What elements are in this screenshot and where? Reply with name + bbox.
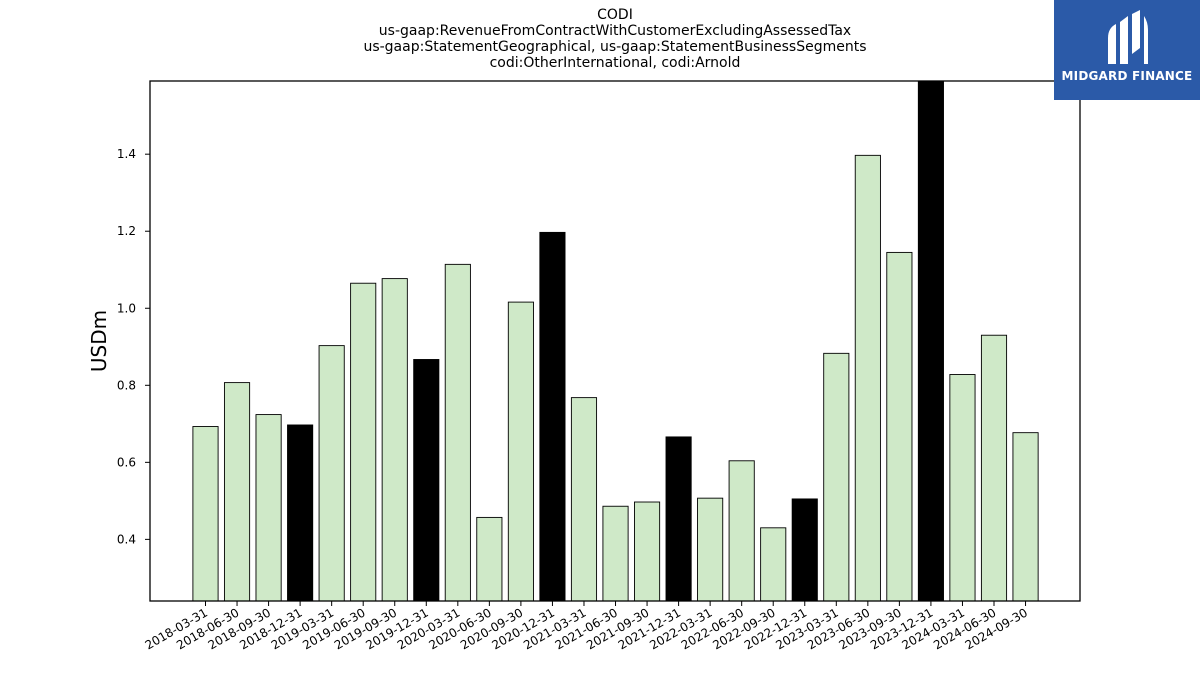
bar-2023-12-31 (917, 80, 944, 602)
bar-2022-03-31 (697, 497, 724, 602)
chart-title-block: CODI us-gaap:RevenueFromContractWithCust… (150, 7, 1080, 71)
brand-logo: MIDGARD FINANCE (1054, 0, 1200, 100)
bar-2023-03-31 (823, 352, 850, 602)
bar-2020-03-31 (444, 263, 471, 602)
bars-group (192, 80, 1039, 602)
bar-2022-06-30 (728, 460, 755, 602)
bar-2019-03-31 (318, 345, 345, 602)
bar-2022-12-31 (791, 498, 818, 602)
y-tick-label: 1.4 (117, 147, 136, 161)
bar-2018-06-30 (223, 382, 251, 602)
bar-2024-06-30 (980, 334, 1008, 602)
y-axis: 0.4 0.6 0.8 1.0 1.2 1.4 (117, 147, 150, 546)
chart-subtitle-axes: us-gaap:StatementGeographical, us-gaap:S… (363, 39, 867, 55)
x-axis: 2018-03-312018-06-302018-09-302018-12-31… (143, 601, 1030, 652)
bar-2021-09-30 (634, 501, 661, 602)
bar-2020-06-30 (476, 516, 503, 602)
y-axis-label: USDm (87, 310, 111, 372)
bar-2021-12-31 (665, 436, 692, 602)
bar-2018-09-30 (255, 414, 282, 602)
y-tick-label: 0.8 (117, 378, 136, 392)
chart-subtitle-concept: us-gaap:RevenueFromContractWithCustomerE… (378, 23, 852, 39)
bar-2018-03-31 (192, 426, 219, 602)
y-tick-label: 1.0 (117, 301, 136, 315)
bar-2019-06-30 (350, 282, 377, 602)
bar-2023-06-30 (854, 154, 881, 602)
bar-2018-12-31 (287, 424, 314, 602)
midgard-logo-icon (1108, 10, 1148, 64)
bar-2019-09-30 (381, 278, 408, 602)
bar-2019-12-31 (413, 359, 440, 602)
bar-2022-09-30 (760, 527, 787, 602)
plot-frame (149, 80, 1081, 602)
chart-title: CODI (597, 7, 633, 23)
bar-2021-06-30 (602, 505, 629, 602)
bar-2021-03-31 (570, 397, 598, 602)
bar-2023-09-30 (886, 251, 913, 602)
brand-name: MIDGARD FINANCE (1061, 69, 1193, 83)
bar-2024-09-30 (1012, 432, 1039, 602)
y-tick-label: 0.6 (117, 455, 136, 469)
y-tick-label: 1.2 (117, 224, 136, 238)
y-tick-label: 0.4 (117, 532, 136, 546)
bar-2024-03-31 (949, 374, 976, 602)
chart-subtitle-members: codi:OtherInternational, codi:Arnold (489, 55, 741, 71)
bar-2020-09-30 (507, 301, 534, 602)
bar-2020-12-31 (539, 231, 566, 602)
